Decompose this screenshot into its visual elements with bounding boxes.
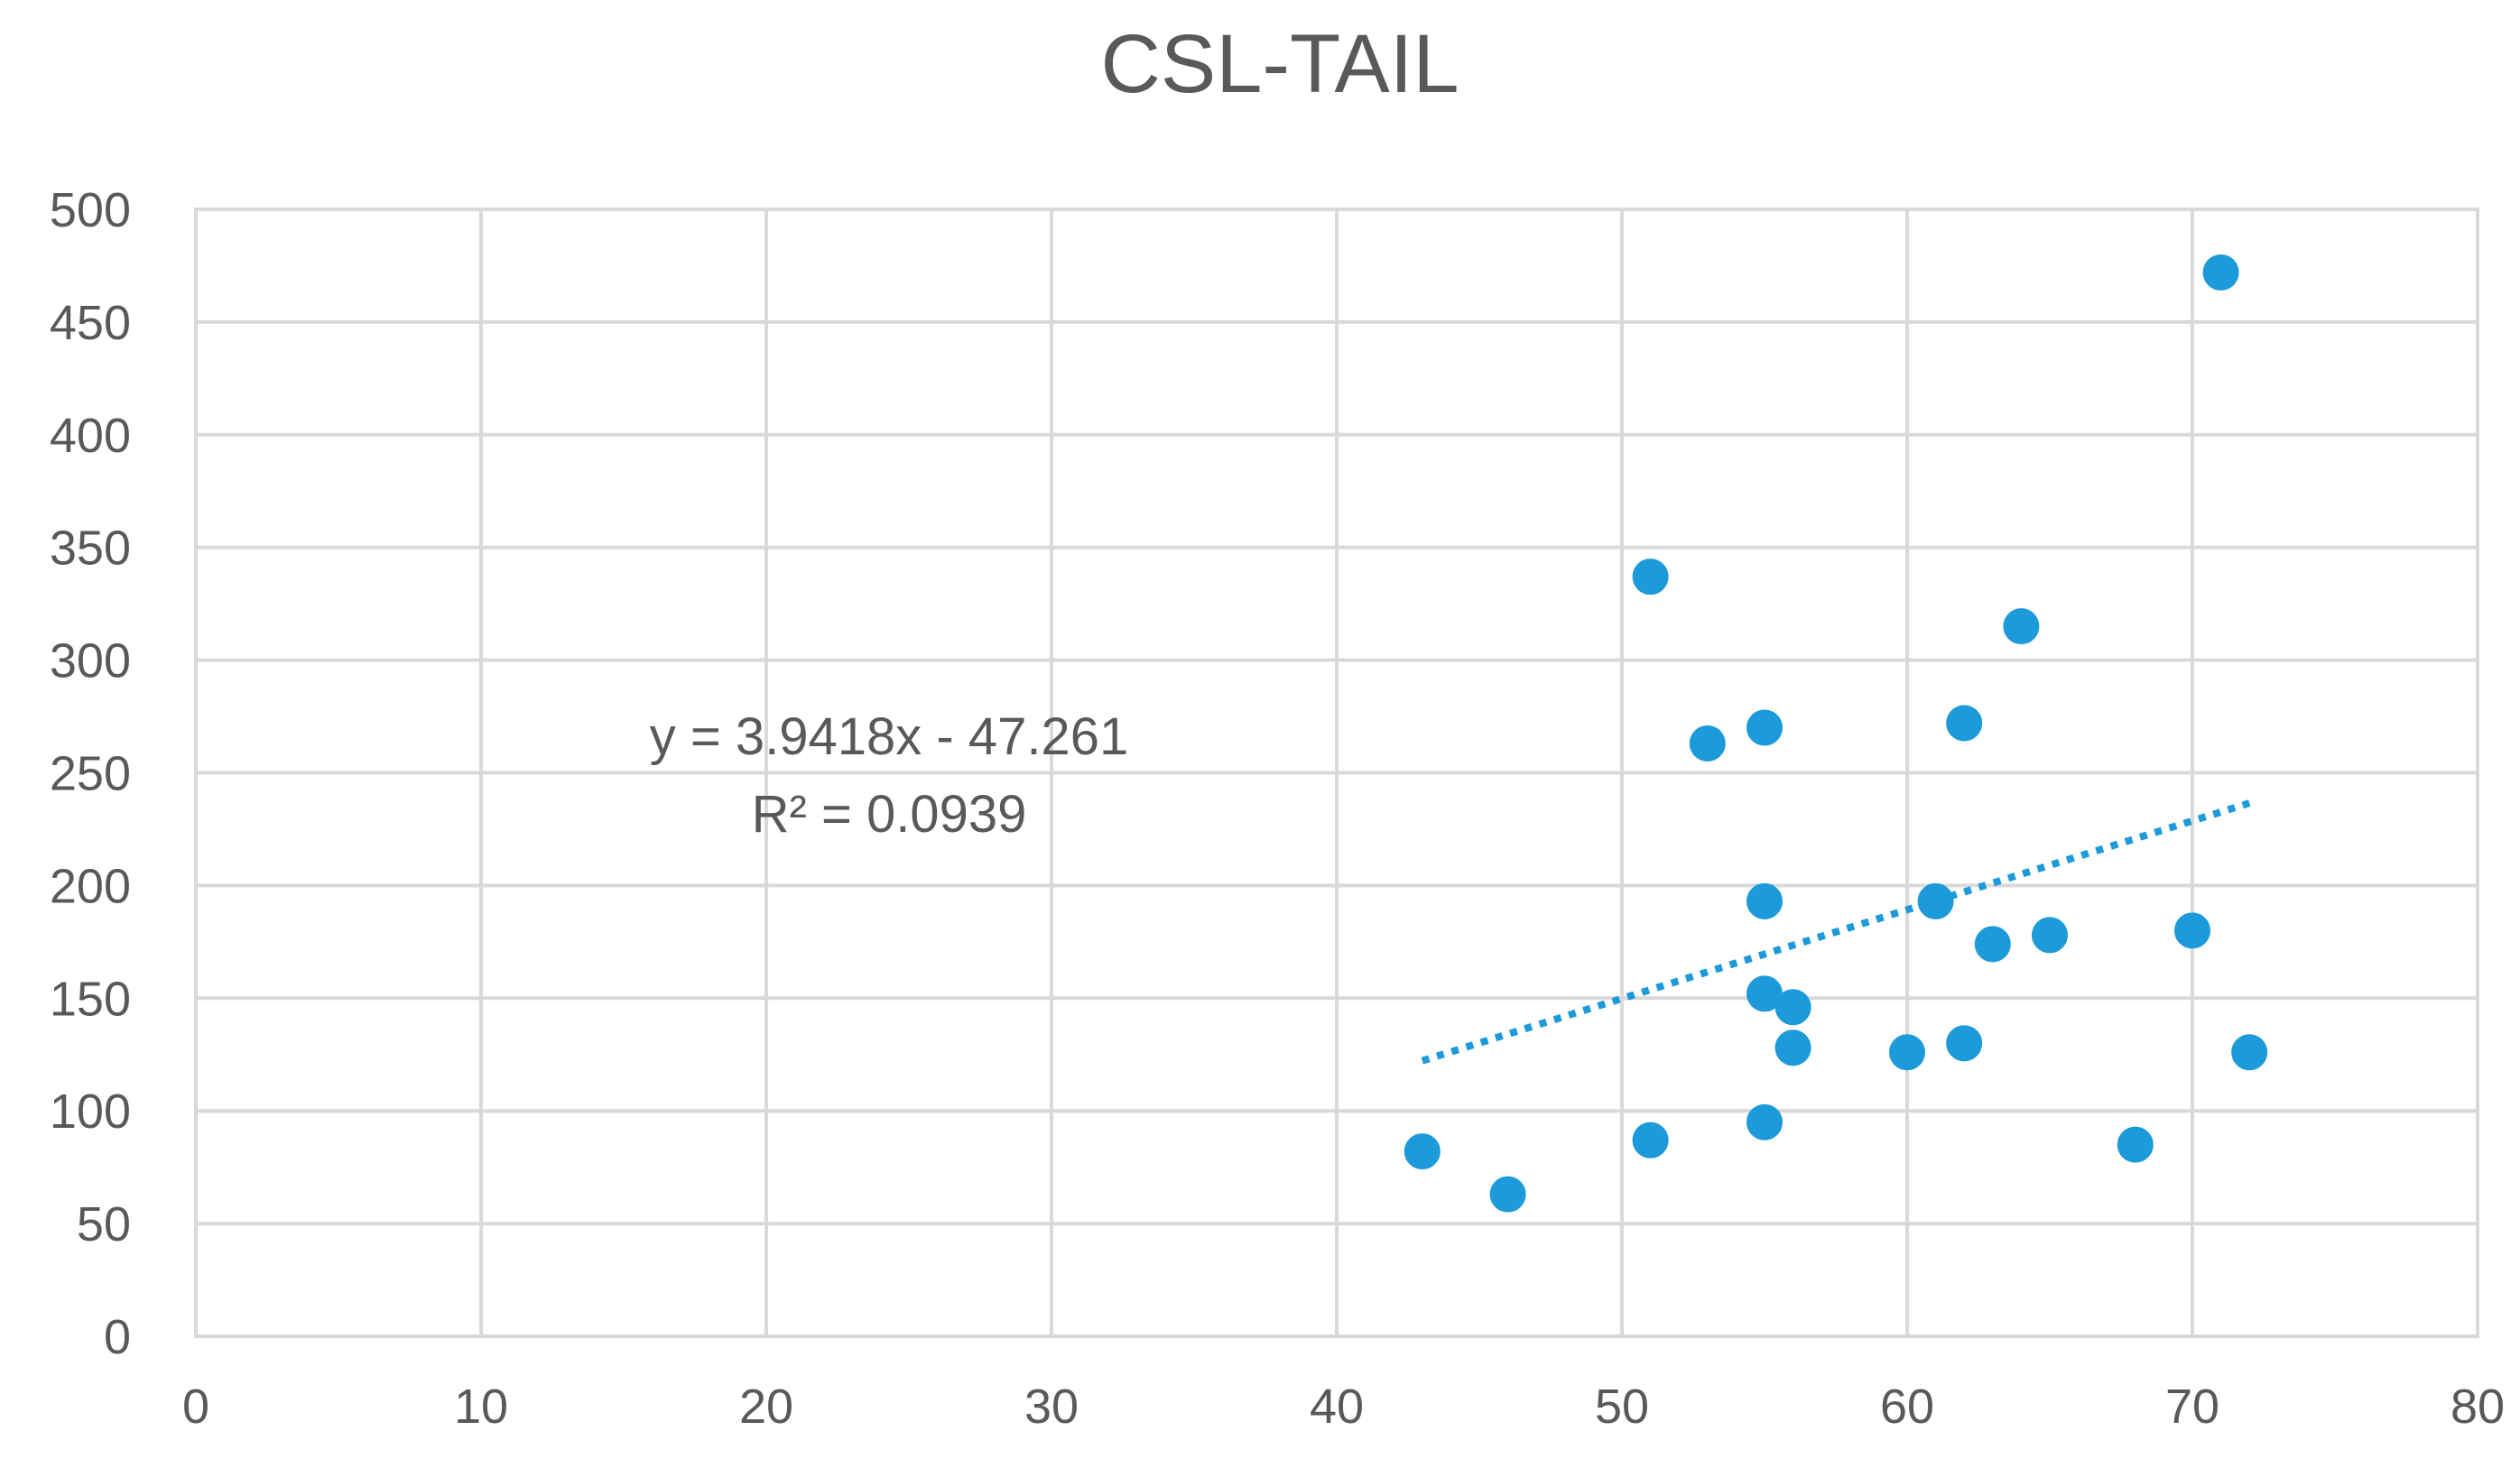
data-point-20 xyxy=(2202,254,2239,291)
trendline xyxy=(1421,799,2251,1065)
y-tick-label-200: 200 xyxy=(50,859,131,913)
x-tick-label-30: 30 xyxy=(1024,1380,1079,1434)
data-point-3 xyxy=(1632,559,1669,596)
data-point-16 xyxy=(2003,608,2040,645)
x-tick-label-20: 20 xyxy=(739,1380,793,1434)
data-point-14 xyxy=(1946,1025,1983,1062)
data-point-5 xyxy=(1746,709,1783,746)
y-tick-label-500: 500 xyxy=(50,183,131,237)
y-tick-label-150: 150 xyxy=(50,972,131,1026)
data-point-18 xyxy=(2117,1126,2154,1163)
y-tick-label-250: 250 xyxy=(50,747,131,801)
data-point-21 xyxy=(2231,1034,2268,1071)
y-tick-label-50: 50 xyxy=(77,1197,131,1251)
y-tick-label-450: 450 xyxy=(50,296,131,350)
gridlines xyxy=(194,208,2479,1338)
y-tick-label-0: 0 xyxy=(104,1310,131,1364)
x-tick-label-50: 50 xyxy=(1595,1380,1649,1434)
trendline-r-squared: R² = 0.0939 xyxy=(752,785,1027,844)
x-tick-label-40: 40 xyxy=(1310,1380,1364,1434)
axes xyxy=(194,208,2479,1338)
data-point-2 xyxy=(1632,1122,1669,1159)
y-tick-label-400: 400 xyxy=(50,409,131,463)
data-point-17 xyxy=(2032,917,2068,954)
chart-title: CSL-TAIL xyxy=(1100,18,1459,110)
data-point-12 xyxy=(1917,882,1954,919)
y-tick-label-300: 300 xyxy=(50,634,131,688)
data-point-4 xyxy=(1689,725,1726,762)
x-tick-label-60: 60 xyxy=(1880,1380,1934,1434)
data-point-9 xyxy=(1774,989,1811,1026)
trendline-group xyxy=(1421,799,2251,1065)
y-tick-label-100: 100 xyxy=(50,1085,131,1139)
data-point-10 xyxy=(1774,1029,1811,1066)
x-tick-label-10: 10 xyxy=(454,1380,508,1434)
data-point-15 xyxy=(1974,926,2011,963)
trendline-equation: y = 3.9418x - 47.261 xyxy=(650,707,1128,766)
data-point-6 xyxy=(1746,882,1783,919)
data-point-19 xyxy=(2174,912,2210,949)
y-tick-label-350: 350 xyxy=(50,522,131,576)
x-tick-label-80: 80 xyxy=(2451,1380,2505,1434)
data-point-11 xyxy=(1889,1034,1925,1071)
data-point-1 xyxy=(1489,1176,1526,1213)
tick-labels: 0 10 20 30 40 50 60 70 80 0 50 100 150 200 250 300 350 40… xyxy=(50,183,2505,1434)
data-points xyxy=(1404,254,2268,1213)
data-point-0 xyxy=(1404,1133,1441,1170)
data-point-8 xyxy=(1746,1103,1783,1140)
data-point-13 xyxy=(1946,705,1983,742)
x-tick-label-0: 0 xyxy=(182,1380,209,1434)
x-tick-label-70: 70 xyxy=(2165,1380,2219,1434)
